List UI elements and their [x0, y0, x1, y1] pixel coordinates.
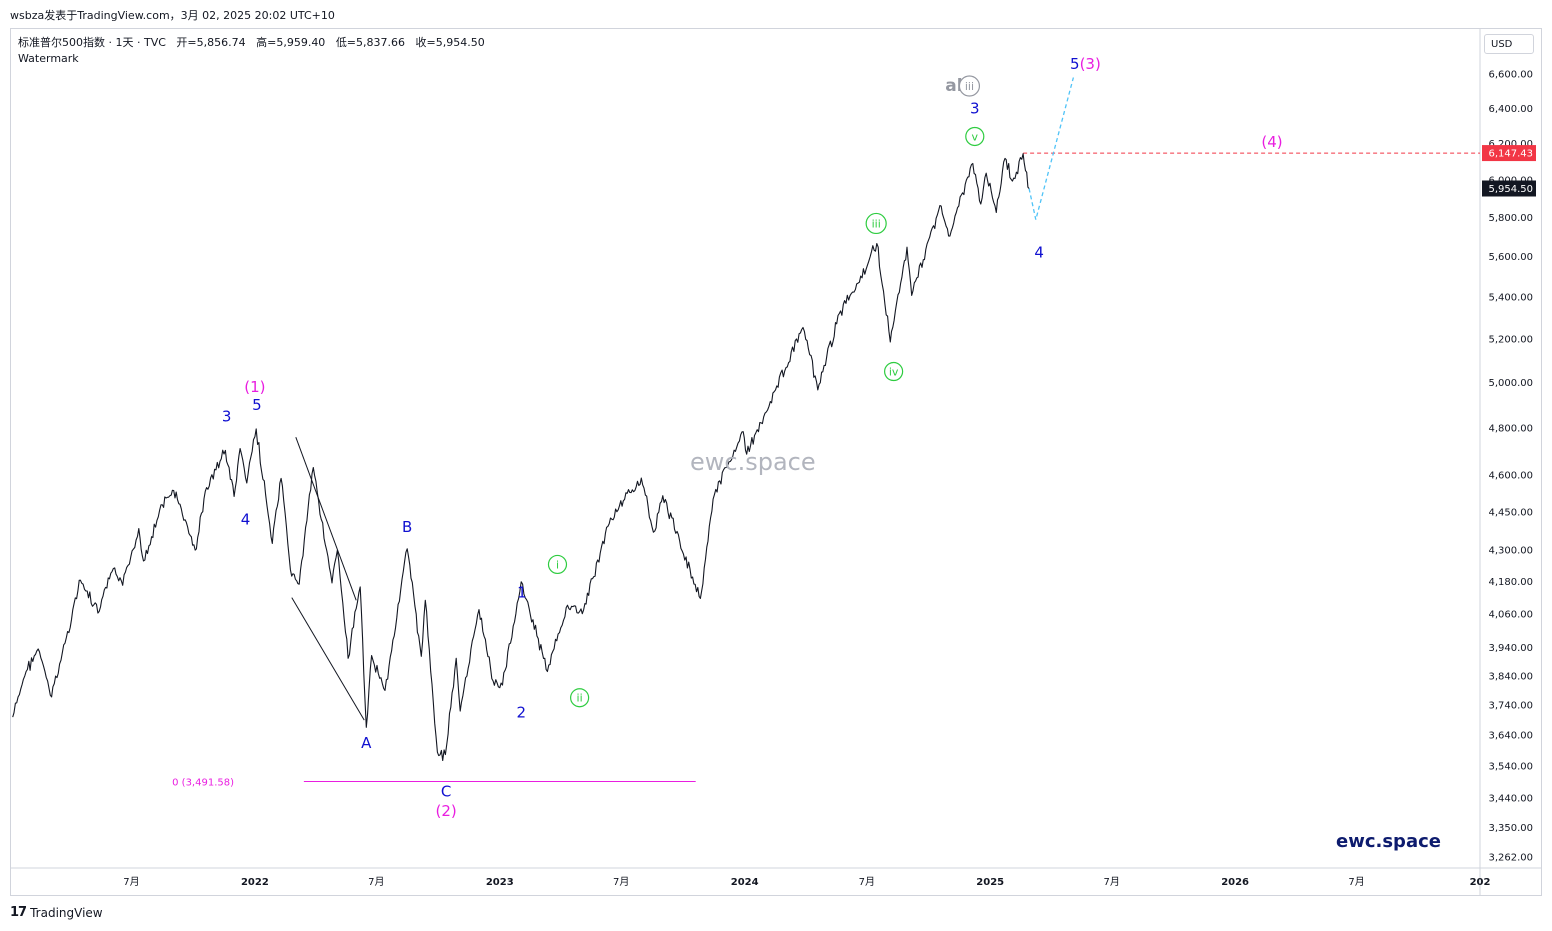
last-close-label: 5,954.50 — [1488, 184, 1533, 195]
wave-label: (2) — [435, 802, 456, 820]
wave-label: 2 — [516, 704, 526, 722]
y-tick-label: 6,600.00 — [1488, 70, 1533, 81]
x-tick-label: 2025 — [976, 877, 1004, 888]
y-tick-label: 4,180.00 — [1488, 577, 1533, 588]
x-tick-label: 7月 — [368, 876, 384, 888]
x-tick-label: 2023 — [486, 877, 514, 888]
target-price-tag — [1482, 145, 1536, 162]
wave-label-circled: iii — [965, 80, 974, 93]
chart-watermark: ewc.space — [690, 448, 816, 476]
wave-circle — [570, 688, 590, 708]
brand-name: TradingView — [30, 905, 103, 920]
wave-label-circled: iii — [872, 217, 881, 230]
wave-label-circled: v — [972, 130, 979, 143]
wave-circle — [884, 361, 904, 382]
wave-label-circled: iv — [889, 366, 899, 379]
wave-label: 3 — [222, 407, 232, 425]
wave-label: 3 — [970, 99, 980, 117]
x-tick-label: 7月 — [613, 876, 629, 888]
x-axis: 7月 2022 7月 2023 7月 2024 7月 2025 7月 2026 7月 202 — [10, 867, 1542, 888]
publisher-line: wsbza发表于TradingView.com，3月 02, 2025 20:0… — [10, 9, 335, 22]
trendline — [291, 597, 365, 721]
wave-label: B — [402, 518, 412, 536]
author-signature: ewc.space — [1336, 831, 1441, 852]
wave-circle — [865, 212, 887, 235]
wave-circle — [547, 554, 568, 575]
y-tick-label: 4,800.00 — [1488, 423, 1533, 434]
wave-label: (1) — [244, 378, 265, 396]
x-tick-label: 2024 — [731, 877, 759, 888]
currency-button[interactable]: USD — [1484, 34, 1534, 54]
y-tick-label: 6,200.00 — [1488, 139, 1533, 150]
y-tick-label: 3,940.00 — [1488, 643, 1533, 654]
y-tick-label: 3,350.00 — [1488, 823, 1533, 834]
wave-label-circled: i — [556, 558, 559, 571]
y-tick-label: 6,400.00 — [1488, 104, 1533, 115]
indicator-watermark[interactable]: Watermark — [18, 52, 79, 65]
x-tick-label: 202 — [1470, 877, 1491, 888]
wave-circle — [958, 75, 981, 97]
wave-label: C — [441, 783, 451, 801]
y-tick-label: 5,400.00 — [1488, 293, 1533, 304]
y-tick-label: 3,440.00 — [1488, 794, 1533, 805]
y-tick-label: 3,262.00 — [1488, 853, 1533, 864]
wave-label: 1 — [517, 583, 527, 601]
legend-open: 开=5,856.74 — [176, 36, 246, 49]
last-close-tag — [1482, 180, 1536, 197]
y-tick-label: 3,840.00 — [1488, 671, 1533, 682]
legend-row-ohlc: 标准普尔500指数 · 1天 · TVC 开=5,856.74 高=5,959.… — [18, 35, 485, 51]
wave-label: 4 — [1034, 244, 1044, 262]
y-tick-label: 4,060.00 — [1488, 609, 1533, 620]
projection-path — [1028, 77, 1075, 220]
trendline — [295, 437, 357, 601]
y-tick-label: 5,600.00 — [1488, 252, 1533, 263]
y-axis: 6,600.006,400.006,200.006,000.005,800.00… — [1479, 28, 1533, 896]
legend-low: 低=5,837.66 — [335, 36, 406, 49]
x-tick-label: 7月 — [123, 876, 139, 888]
symbol-legend: 标准普尔500指数 · 1天 · TVC 开=5,856.74 高=5,959.… — [18, 35, 485, 67]
wave-label-circled: ii — [577, 692, 583, 705]
y-tick-label: 5,200.00 — [1488, 335, 1533, 346]
symbol-title[interactable]: 标准普尔500指数 · 1天 · TVC — [18, 36, 166, 49]
levels: 0 (3,491.58) 6,147.43 5,954.50 — [172, 145, 1536, 788]
tradingview-logo-icon: 17 — [10, 905, 27, 920]
y-tick-label: 4,300.00 — [1488, 546, 1533, 557]
tradingview-brand[interactable]: 17 TradingView — [10, 905, 103, 920]
legend-close: 收=5,954.50 — [415, 36, 485, 49]
y-tick-label: 3,640.00 — [1488, 731, 1533, 742]
price-series — [12, 77, 1075, 762]
x-tick-label: 2026 — [1221, 877, 1249, 888]
y-tick-label: 4,600.00 — [1488, 471, 1533, 482]
y-tick-label: 4,450.00 — [1488, 508, 1533, 519]
y-tick-label: 3,540.00 — [1488, 762, 1533, 773]
x-tick-label: 2022 — [241, 877, 269, 888]
y-tick-label: 5,800.00 — [1488, 213, 1533, 224]
wave-label: 4 — [241, 511, 251, 529]
y-tick-label: 5,000.00 — [1488, 378, 1533, 389]
target-price-label: 6,147.43 — [1488, 149, 1533, 160]
wave-circle — [965, 126, 985, 147]
x-tick-label: 7月 — [1103, 876, 1119, 888]
x-tick-label: 7月 — [1348, 876, 1364, 888]
wave-label: A — [361, 734, 372, 752]
wave-label: (3) — [1080, 55, 1101, 73]
price-line — [12, 153, 1030, 762]
legend-high: 高=5,959.40 — [256, 36, 326, 49]
wave-label: 5 — [252, 396, 262, 414]
x-tick-label: 7月 — [859, 876, 875, 888]
wave-label: (4) — [1261, 133, 1282, 151]
fib-level-label: 0 (3,491.58) — [172, 777, 234, 788]
chart-frame — [10, 28, 1542, 896]
y-tick-label: 3,740.00 — [1488, 701, 1533, 712]
wave-label: 5 — [1070, 55, 1080, 73]
